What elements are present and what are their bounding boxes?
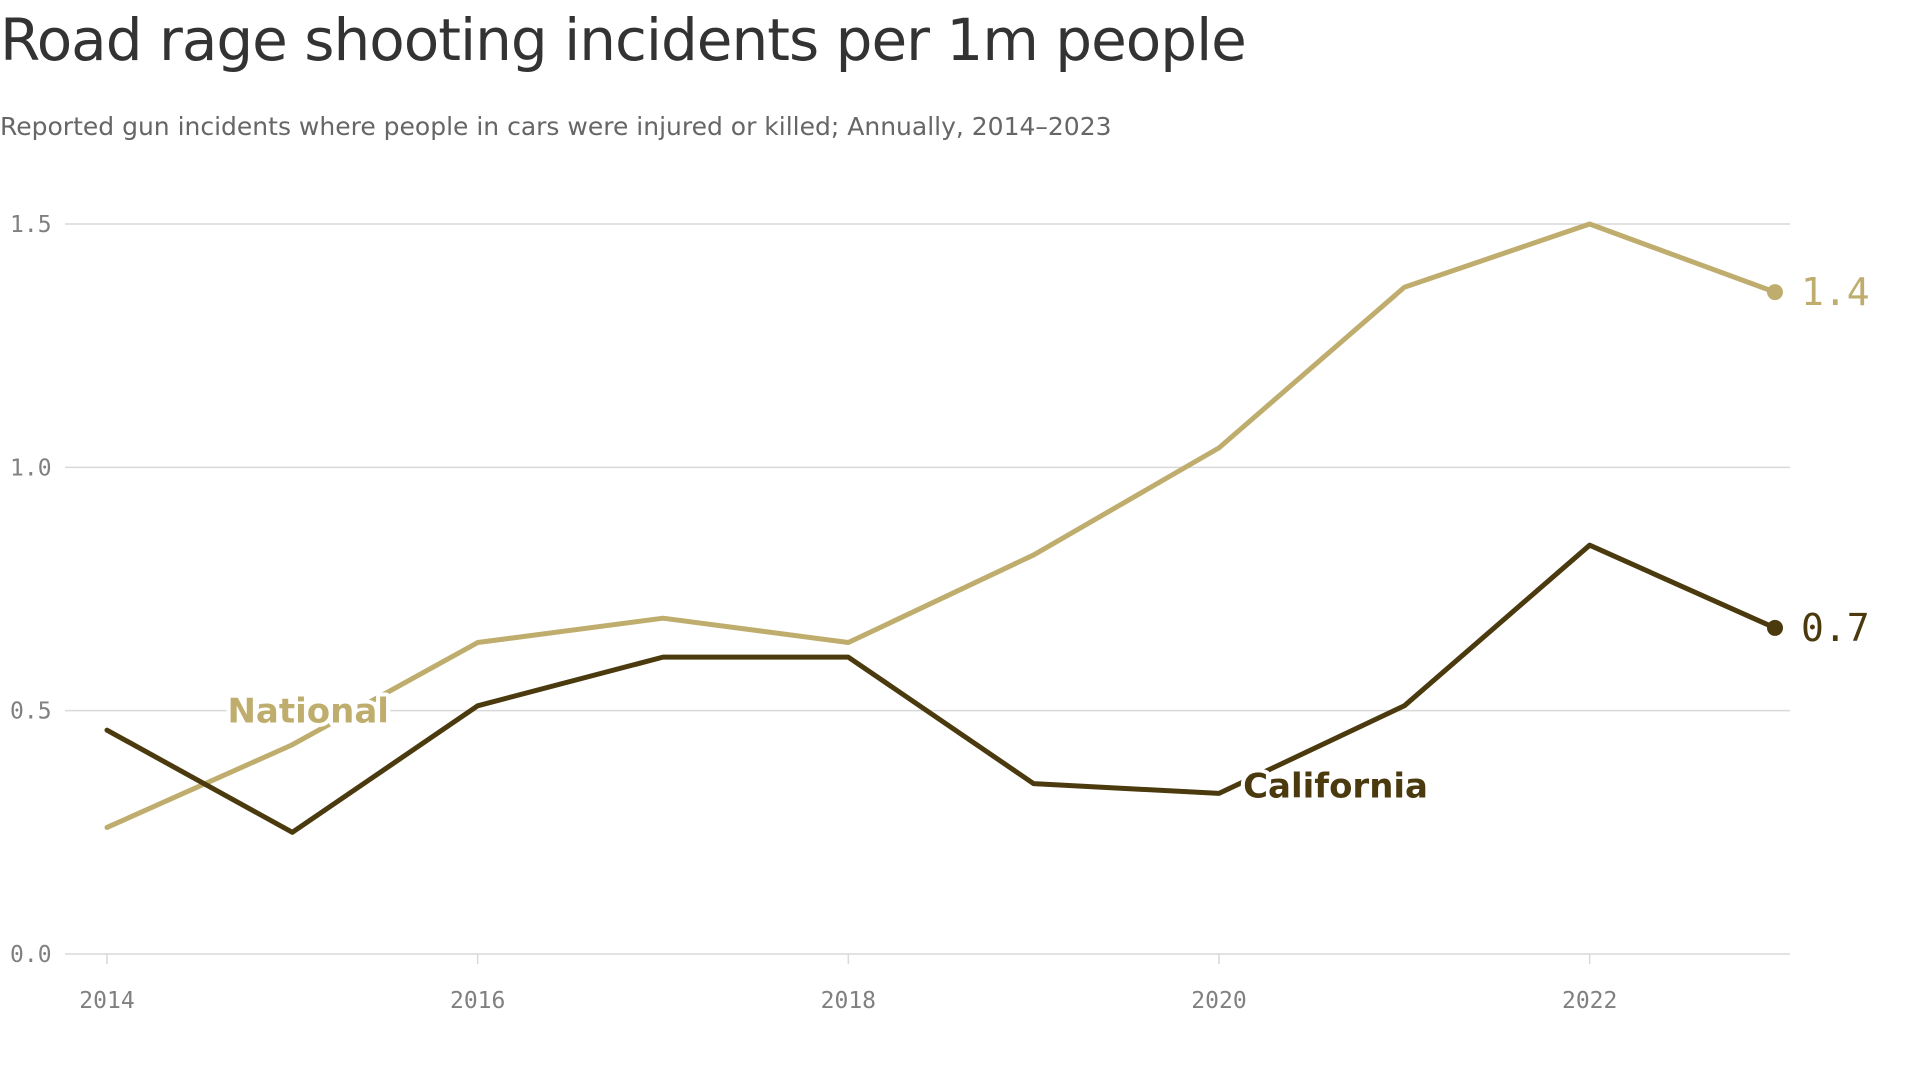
labels: 1.4 0.7 National California	[223, 270, 1870, 810]
end-value-label-national: 1.4	[1801, 270, 1870, 314]
y-tick-label: 1.5	[10, 212, 52, 238]
y-tick-label: 0.0	[10, 942, 52, 968]
series-line-california	[104, 542, 1778, 835]
axes: 0.0 0.5 1.0 1.5 2014 2016 2018 2020 2022	[10, 212, 1617, 1014]
x-tick-label: 2014	[79, 988, 134, 1014]
series	[104, 221, 1783, 835]
end-value-label-california: 0.7	[1801, 606, 1870, 650]
y-tick-label: 1.0	[10, 455, 52, 481]
x-tick-label: 2018	[821, 988, 876, 1014]
end-point-california	[1767, 619, 1783, 636]
chart-subtitle: Reported gun incidents where people in c…	[0, 112, 1112, 141]
series-label-california: California	[1243, 766, 1428, 806]
series-label-national: National	[227, 692, 388, 732]
x-tick-label: 2022	[1562, 988, 1617, 1014]
gridlines	[65, 223, 1790, 955]
y-tick-label: 0.5	[10, 699, 52, 725]
chart-title: Road rage shooting incidents per 1m peop…	[0, 6, 1247, 74]
series-line-national	[104, 221, 1778, 830]
end-point-national	[1767, 284, 1783, 301]
x-tick-label: 2020	[1191, 988, 1246, 1014]
x-tick-label: 2016	[450, 988, 505, 1014]
